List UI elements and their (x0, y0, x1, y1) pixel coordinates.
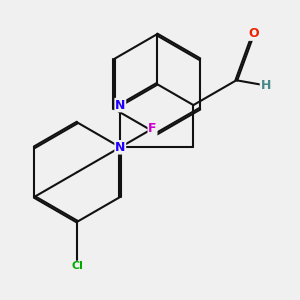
Text: F: F (148, 122, 157, 135)
Text: N: N (115, 141, 125, 154)
Text: N: N (115, 99, 125, 112)
Text: O: O (248, 27, 259, 40)
Text: H: H (260, 79, 271, 92)
Text: Cl: Cl (71, 261, 83, 272)
